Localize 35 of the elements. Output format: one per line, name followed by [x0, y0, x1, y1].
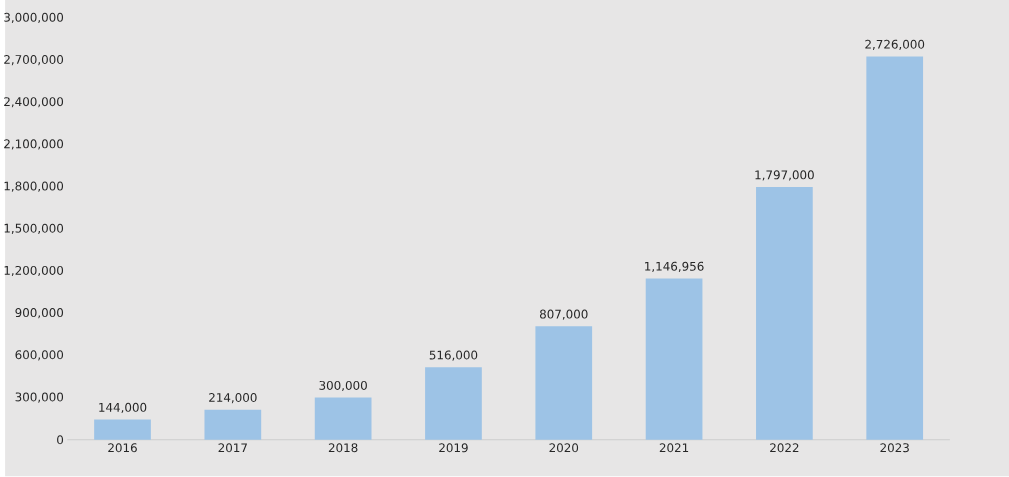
bar: [866, 56, 924, 440]
x-tick-label: 2017: [218, 443, 247, 453]
x-tick-label: 2020: [549, 443, 579, 453]
data-label: 1,146,956: [645, 262, 704, 273]
data-label: 2,726,000: [865, 39, 925, 51]
bar: [94, 419, 151, 440]
bar: [204, 409, 262, 440]
x-tick-label: 2022: [770, 443, 799, 453]
y-tick-label: 1,800,000: [4, 181, 64, 192]
bar: [314, 397, 372, 440]
x-tick-label: 2021: [659, 443, 689, 453]
data-label: 214,000: [209, 393, 257, 404]
y-tick-label: 1,200,000: [4, 266, 64, 277]
data-label: 516,000: [429, 350, 478, 361]
data-label: 1,797,000: [755, 170, 814, 181]
y-tick-label: 1,500,000: [4, 223, 64, 235]
x-tick-label: 2016: [108, 443, 137, 453]
y-tick-label: 3,000,000: [4, 13, 64, 24]
x-tick-label: 2023: [880, 443, 909, 453]
x-tick-label: 2018: [328, 443, 358, 453]
y-tick-label: 0: [57, 435, 64, 445]
y-tick-label: 900,000: [15, 308, 64, 319]
data-label: 144,000: [99, 403, 147, 414]
data-label: 807,000: [539, 309, 588, 321]
y-tick-label: 2,400,000: [4, 97, 64, 108]
y-tick-label: 600,000: [15, 350, 64, 361]
bar: [645, 278, 703, 440]
bar: [425, 367, 482, 440]
y-tick-label: 300,000: [15, 392, 64, 403]
y-tick-label: 2,100,000: [4, 139, 64, 150]
data-label: 300,000: [319, 381, 367, 392]
bar: [535, 326, 593, 440]
bar: [756, 187, 813, 440]
x-tick-label: 2019: [439, 443, 468, 453]
y-tick-label: 2,700,000: [4, 55, 64, 66]
